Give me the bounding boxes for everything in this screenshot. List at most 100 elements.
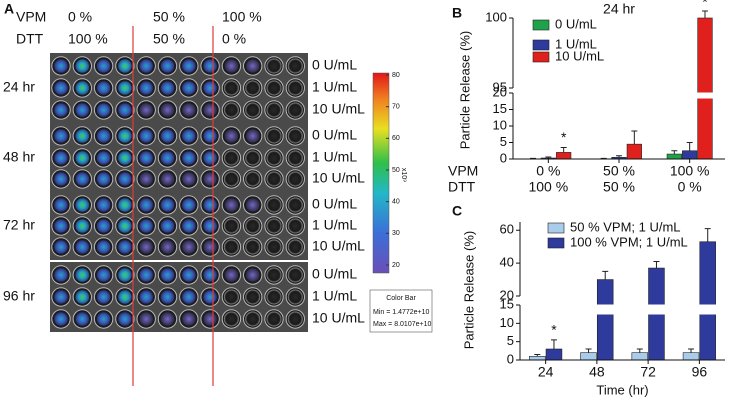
error-bar — [653, 260, 660, 269]
well-signal — [245, 102, 261, 118]
well-signal — [54, 312, 68, 326]
y-tick-label: 5 — [507, 333, 514, 348]
well-signal — [266, 197, 282, 213]
dose-label: 1 U/mL — [312, 288, 357, 304]
error-bar — [616, 155, 622, 158]
panel-label: B — [452, 5, 462, 21]
well-signal — [287, 311, 303, 327]
well-signal — [287, 150, 303, 166]
x-axis-label: Time (hr) — [596, 382, 648, 397]
color-bar-box — [369, 289, 433, 333]
error-bar — [550, 339, 557, 349]
well-signal — [203, 81, 217, 95]
well-signal — [203, 219, 217, 233]
well-signal — [287, 239, 303, 255]
bar — [682, 352, 700, 361]
well-signal — [96, 198, 111, 212]
well-signal — [287, 58, 303, 74]
well-signal — [160, 151, 175, 165]
well-signal — [223, 150, 239, 166]
error-bar — [631, 130, 638, 145]
well-signal — [118, 219, 132, 233]
error-bar — [671, 150, 678, 155]
well-signal — [266, 150, 282, 166]
x-tick-label: 72 — [640, 364, 656, 380]
legend-label: 50 % VPM; 1 U/mL — [570, 219, 681, 234]
color-bar-box-text: Max = 8.0107e+10 — [373, 321, 431, 328]
well-signal — [245, 59, 260, 73]
dose-label: 0 U/mL — [312, 57, 357, 73]
well-signal — [118, 290, 132, 304]
well-signal — [245, 171, 261, 187]
well-signal — [182, 151, 196, 165]
color-bar-unit: x10⁹ — [400, 168, 407, 182]
well-signal — [266, 267, 282, 283]
well-signal — [287, 128, 303, 144]
y-tick-label: 15 — [493, 101, 507, 116]
error-bar — [702, 10, 709, 18]
error-bar — [602, 270, 609, 280]
error-bar — [704, 228, 711, 242]
well-signal — [266, 239, 282, 255]
well-signal — [139, 81, 153, 95]
well-signal — [182, 59, 196, 73]
y-tick-label: 60 — [500, 222, 514, 237]
well-signal — [245, 150, 261, 166]
well-signal — [223, 239, 239, 255]
color-bar-tick-label: 40 — [392, 199, 400, 206]
well-signal — [266, 218, 282, 234]
well-signal — [245, 129, 260, 143]
legend-swatch — [547, 237, 565, 249]
well-signal — [266, 289, 282, 305]
well-signal — [54, 81, 68, 95]
row-label: DTT — [16, 31, 44, 47]
well-signal — [75, 129, 90, 143]
y-axis-label: Particle Release (%) — [461, 231, 476, 350]
error-bar — [686, 142, 693, 151]
well-signal — [160, 103, 175, 117]
well-signal — [75, 312, 90, 326]
well-signal — [203, 312, 217, 326]
bar — [596, 279, 614, 361]
well-signal — [223, 289, 239, 305]
y-tick-label: 20 — [500, 287, 514, 302]
error-bar — [545, 156, 552, 159]
well-signal — [266, 58, 282, 74]
well-signal — [245, 80, 261, 96]
well-signal — [96, 103, 111, 117]
legend-swatch — [532, 51, 550, 63]
well-signal — [75, 103, 90, 117]
color-bar-tick-label: 70 — [392, 104, 400, 111]
well-signal — [96, 219, 111, 233]
well-signal — [118, 268, 132, 282]
well-signal — [224, 129, 239, 143]
chart-title: 24 hr — [603, 1, 635, 17]
well-signal — [203, 290, 217, 304]
annotation: * — [561, 129, 567, 145]
legend-label: 100 % VPM; 1 U/mL — [570, 234, 688, 249]
time-label: 72 hr — [3, 217, 35, 233]
dose-label: 1 U/mL — [312, 79, 357, 95]
well-signal — [203, 268, 217, 282]
time-label: 96 hr — [3, 288, 35, 304]
dose-label: 1 U/mL — [312, 149, 357, 165]
color-bar-box-text: Color Bar — [386, 295, 416, 302]
bar — [666, 153, 682, 160]
well-signal — [96, 290, 111, 304]
well-signal — [139, 240, 153, 254]
well-signal — [182, 312, 196, 326]
color-bar — [372, 72, 390, 274]
well-signal — [54, 172, 68, 186]
well-signal — [96, 81, 111, 95]
plates — [50, 53, 308, 332]
condition-label: 0 % — [222, 31, 246, 47]
color-bar-tick-label: 20 — [392, 262, 400, 269]
y-tick-label: 0 — [507, 351, 514, 366]
well-signal — [224, 59, 239, 73]
bar — [626, 143, 642, 160]
well-signal — [139, 198, 153, 212]
error-bar — [636, 348, 643, 353]
well-signal — [75, 198, 90, 212]
well-signal — [54, 129, 68, 143]
well-signal — [54, 198, 68, 212]
